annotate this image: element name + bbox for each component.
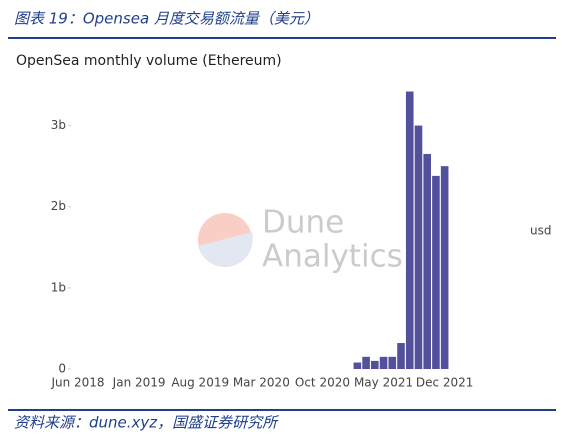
chart-title: OpenSea monthly volume (Ethereum) [16, 53, 282, 69]
bar [397, 343, 405, 369]
bar [423, 153, 431, 369]
y-tick-label: 0 [58, 362, 66, 376]
watermark-text: Analytics [262, 239, 403, 275]
x-tick-label: Dec 2021 [416, 376, 474, 390]
x-tick-label: Aug 2019 [171, 376, 229, 390]
bar [414, 125, 423, 369]
y-tick-label: 2b [51, 199, 66, 213]
bar [379, 356, 388, 369]
bar [440, 166, 449, 369]
bar [388, 356, 397, 369]
bar [362, 356, 370, 369]
bar [432, 175, 440, 369]
bar [371, 360, 379, 369]
x-tick-label: May 2021 [354, 376, 413, 390]
watermark-logo-part [198, 232, 253, 267]
watermark: Dune Analytics [198, 205, 403, 275]
x-tick-label: Jan 2019 [112, 376, 166, 390]
x-tick-label: Oct 2020 [295, 376, 350, 390]
y-tick-label: 1b [51, 280, 66, 294]
x-tick-label: Mar 2020 [233, 376, 290, 390]
x-tick-label: Jun 2018 [50, 376, 104, 390]
bar [353, 362, 362, 369]
y-tick-label: 3b [51, 118, 66, 132]
header: 图表 19：Opensea 月度交易额流量（美元） [14, 10, 319, 28]
y-axis-label: usd [530, 224, 551, 238]
watermark-text: Dune [262, 205, 344, 241]
source: 资料来源：dune.xyz，国盛证券研究所 [14, 414, 279, 432]
bar [405, 91, 414, 370]
